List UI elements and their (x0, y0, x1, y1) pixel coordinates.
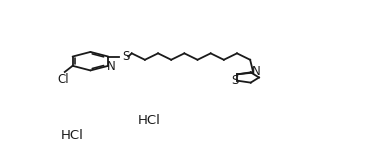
Text: N: N (107, 60, 116, 73)
Text: HCl: HCl (61, 129, 83, 142)
Text: N: N (252, 65, 261, 78)
Text: HCl: HCl (138, 114, 161, 127)
Text: S: S (122, 50, 129, 63)
Text: S: S (231, 74, 239, 87)
Text: Cl: Cl (58, 73, 69, 86)
